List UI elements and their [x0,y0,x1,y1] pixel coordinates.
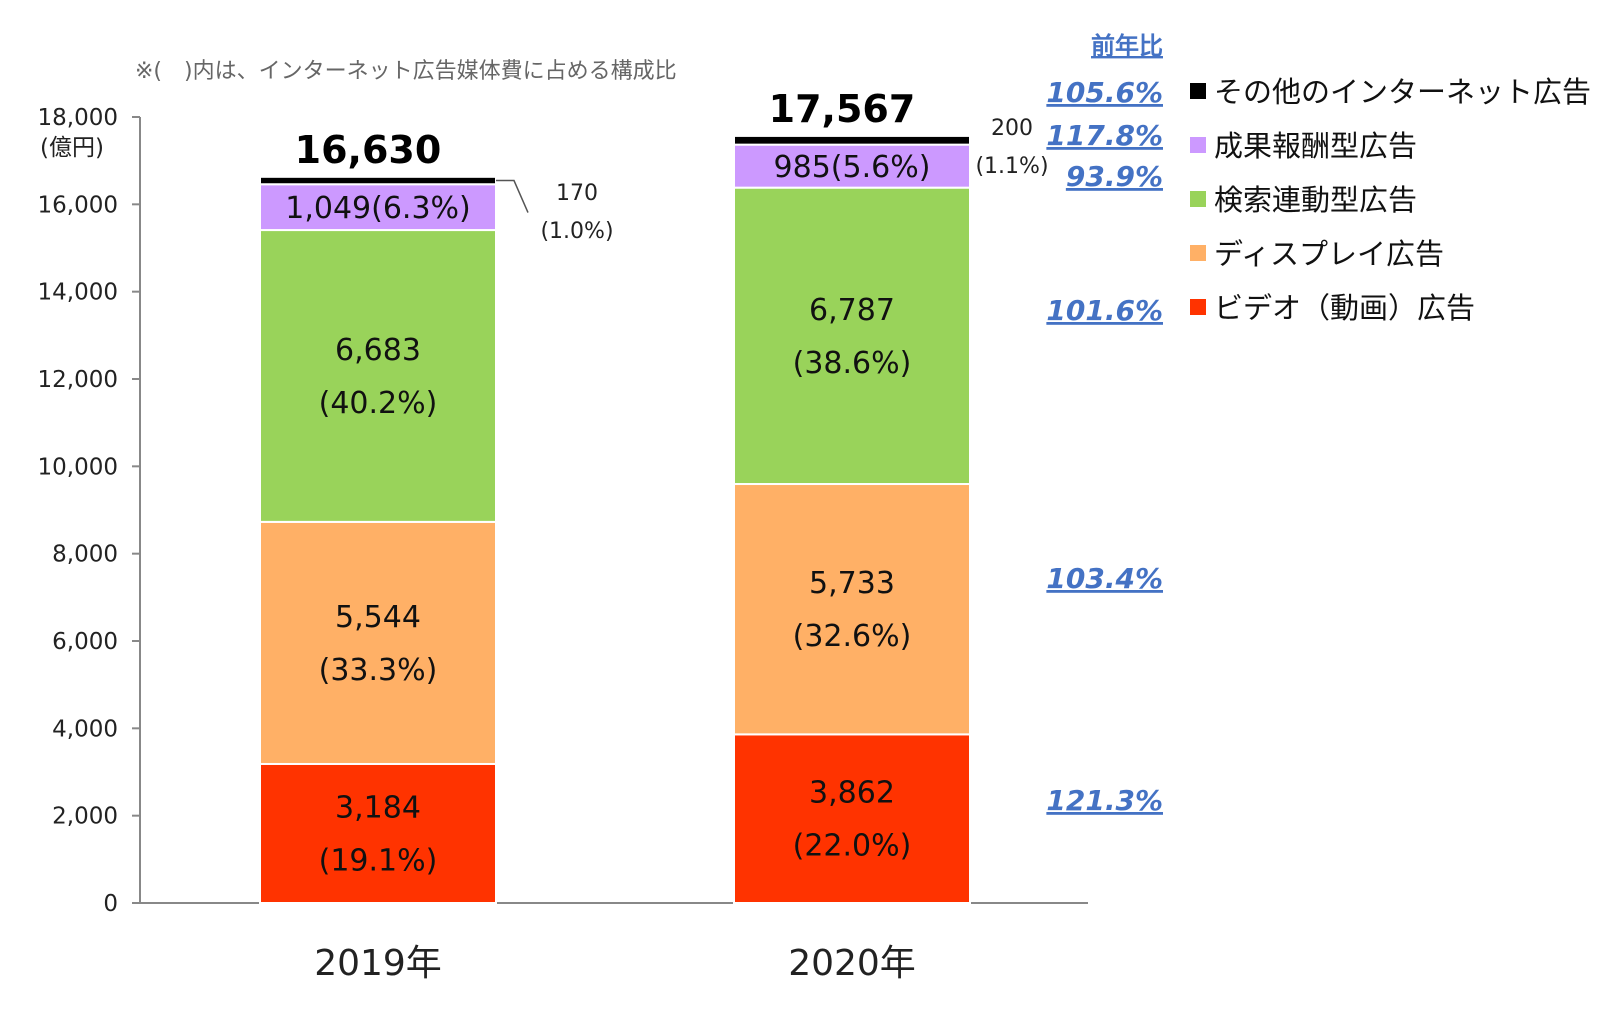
segment-value-label: 985(5.6%) [774,150,931,185]
y-tick-label: 2,000 [52,804,118,830]
yoy-value: 117.8% [1046,119,1163,152]
segment-value-label: 200 [991,116,1033,141]
bar-segment [259,229,497,523]
segment-value-label: 170 [556,181,598,206]
bars [259,134,971,904]
legend-swatch [1190,137,1206,153]
y-tick-label: 14,000 [38,280,118,306]
bar-total-label: 17,567 [769,87,916,131]
y-tick-label: 12,000 [38,367,118,393]
legend-swatch [1190,245,1206,261]
bar-segment [259,175,497,186]
y-tick-label: 18,000 [38,105,118,131]
data-labels: 3,184 (19.1%) 5,544 (33.3%) 6,683 (40.2%) 1,04… [285,87,1048,879]
segment-share-label: (32.6%) [793,619,912,654]
yoy-value: 103.4% [1046,562,1163,595]
segment-value-label: 3,184 [335,790,421,825]
segment-share-label: (40.2%) [319,386,438,421]
bar-segment [259,183,497,232]
legend-label: ディスプレイ広告 [1214,237,1444,271]
x-category-label: 2020年 [788,943,916,984]
chart-note: ※( )内は、インターネット広告媒体費に占める構成比 [135,59,677,84]
y-tick-label: 4,000 [52,716,118,742]
segment-value-label: 5,733 [809,566,895,601]
segment-share-label: (33.3%) [319,653,438,688]
yoy-value: 93.9% [1066,160,1163,193]
segment-value-label: 6,683 [335,333,421,368]
bar-segment [259,762,497,904]
segment-value-label: 5,544 [335,600,421,635]
legend-swatch [1190,83,1206,99]
y-tick-label: 0 [103,891,118,917]
segment-share-label: (1.1%) [975,154,1048,179]
segment-value-label: 3,862 [809,776,895,811]
yoy-value: 121.3% [1046,784,1163,817]
x-category-label: 2019年 [314,943,442,984]
legend-label: その他のインターネット広告 [1214,75,1591,109]
segment-share-label: (38.6%) [793,346,912,381]
legend-swatch [1190,299,1206,315]
bar-segment [733,134,971,146]
segment-value-label: 6,787 [809,293,895,328]
yoy-total: 105.6% [1046,76,1163,109]
yoy-value: 101.6% [1046,294,1163,327]
y-axis-unit: (億円) [40,135,104,161]
legend-label: 検索連動型広告 [1214,183,1417,217]
leader-line [496,179,529,213]
segment-share-label: (1.0%) [540,219,613,244]
axes: 0 2,000 4,000 6,000 8,000 10,000 12,000 14,000 1… [38,105,1088,984]
segment-value-label: 1,049(6.3%) [285,191,471,226]
bar-segment [733,143,971,189]
legend-label: ビデオ（動画）広告 [1214,291,1475,325]
y-tick-label: 16,000 [38,192,118,218]
y-tick-label: 8,000 [52,542,118,568]
yoy-header: 前年比 [1091,32,1163,60]
y-tick-label: 6,000 [52,629,118,655]
segment-share-label: (22.0%) [793,829,912,864]
legend: その他のインターネット広告成果報酬型広告検索連動型広告ディスプレイ広告ビデオ（動… [1190,75,1591,325]
y-tick-label: 10,000 [38,454,118,480]
bar-segment [259,520,497,765]
legend-swatch [1190,191,1206,207]
bar-segment [733,483,971,736]
segment-share-label: (19.1%) [319,843,438,878]
yoy-column: 前年比 105.6% 121.3% 103.4% 101.6% 93.9% 117.8% [1046,32,1163,817]
bar-segment [733,186,971,486]
bar-total-label: 16,630 [295,128,442,172]
bar-segment [733,733,971,904]
legend-label: 成果報酬型広告 [1214,129,1417,163]
